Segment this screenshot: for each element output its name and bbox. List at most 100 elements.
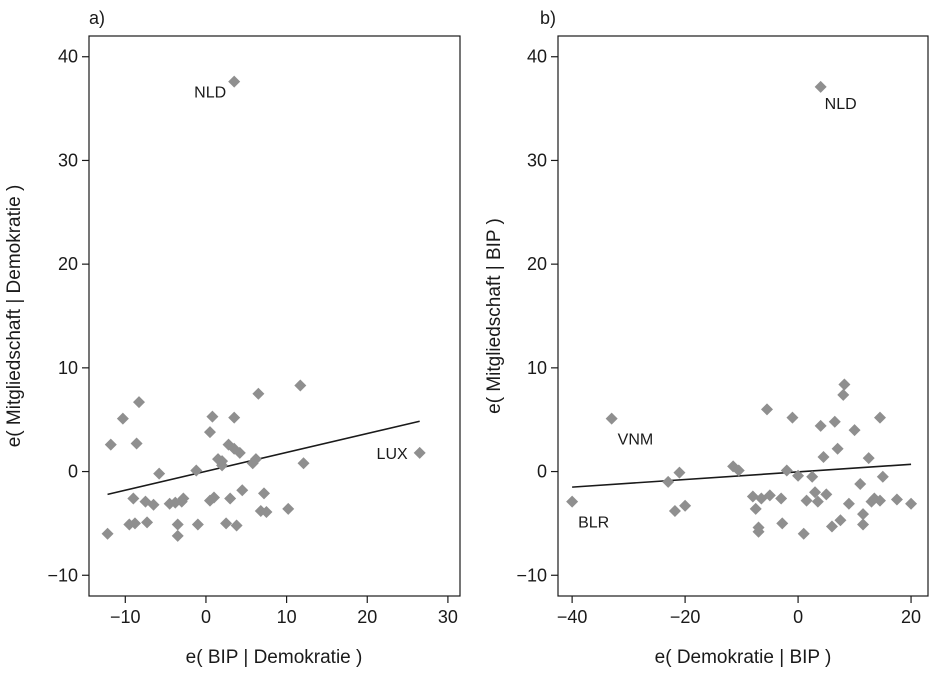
data-point: [141, 516, 154, 529]
x-tick-label: −20: [670, 607, 701, 627]
panel-b-marks: [566, 80, 918, 540]
data-point: [190, 464, 203, 477]
data-point: [147, 498, 160, 511]
fit-line: [572, 463, 912, 488]
data-point: [413, 446, 426, 459]
data-point: [873, 494, 886, 507]
data-point: [862, 452, 875, 465]
panel-b-ylabel: e( Mitgliedschaft | BIP ): [484, 218, 505, 414]
data-point: [220, 517, 233, 530]
data-point: [297, 457, 310, 470]
data-point: [171, 529, 184, 542]
data-point: [230, 519, 243, 532]
point-annotation: BLR: [578, 515, 609, 532]
data-point: [224, 492, 237, 505]
y-tick-label: 0: [537, 462, 547, 482]
data-point: [746, 490, 759, 503]
data-point: [806, 470, 819, 483]
x-tick-label: 10: [277, 607, 297, 627]
point-annotation: VNM: [618, 432, 654, 449]
data-point: [294, 379, 307, 392]
panel-b: b) e( Demokratie | BIP ) e( Mitgliedscha…: [484, 8, 929, 668]
data-point: [792, 469, 805, 482]
data-point: [101, 527, 114, 540]
data-point: [177, 492, 190, 505]
data-point: [153, 467, 166, 480]
panel-b-frame: [557, 35, 929, 597]
data-point: [809, 486, 822, 499]
panel-b-label: b): [540, 8, 556, 28]
data-point: [834, 514, 847, 527]
data-point: [786, 411, 799, 424]
data-point: [800, 494, 813, 507]
y-tick-label: 10: [527, 358, 547, 378]
data-point: [282, 502, 295, 515]
data-point: [842, 497, 855, 510]
data-point: [820, 488, 833, 501]
data-point: [828, 415, 841, 428]
x-tick-label: 0: [201, 607, 211, 627]
data-point: [233, 446, 246, 459]
data-point: [116, 412, 129, 425]
panel-a-annotations: NLD LUX: [194, 85, 408, 463]
data-point: [854, 478, 867, 490]
data-point: [249, 453, 262, 466]
data-point: [258, 487, 271, 500]
data-point: [673, 466, 686, 479]
data-point: [814, 419, 827, 432]
data-point: [128, 517, 141, 530]
data-point: [825, 520, 838, 533]
data-point: [814, 80, 827, 93]
data-point: [171, 518, 184, 531]
data-point: [837, 388, 850, 401]
panel-b-xlabel: e( Demokratie | BIP ): [655, 647, 832, 668]
data-point: [605, 412, 618, 425]
data-point: [203, 426, 216, 439]
data-point: [848, 424, 861, 437]
panel-b-ticks: −40 −20 0 20 −10 0 10 20 30 40: [516, 47, 921, 627]
data-point: [127, 492, 140, 505]
panel-b-annotations: NLD VNM BLR: [578, 96, 857, 532]
x-tick-label: −10: [110, 607, 141, 627]
data-point: [732, 464, 745, 477]
data-point: [857, 518, 870, 531]
data-point: [838, 378, 851, 391]
data-point: [890, 493, 903, 506]
data-point: [228, 75, 241, 88]
data-point: [191, 518, 204, 531]
y-tick-label: 0: [68, 462, 78, 482]
data-point: [668, 504, 681, 517]
data-point: [104, 438, 117, 451]
point-annotation: NLD: [194, 85, 226, 102]
data-point: [763, 489, 776, 502]
panel-a-frame: [88, 35, 461, 597]
point-annotation: NLD: [825, 96, 857, 113]
data-point: [679, 499, 692, 512]
data-point: [831, 442, 844, 455]
panel-a-ylabel: e( Mitgliedschaft | Demokratie ): [4, 185, 25, 448]
data-point: [662, 475, 675, 488]
data-point: [208, 491, 221, 504]
data-point: [749, 502, 762, 515]
panel-a-xlabel: e( BIP | Demokratie ): [186, 647, 363, 668]
data-point: [761, 403, 774, 416]
panel-a-marks: [101, 75, 426, 542]
data-point: [811, 495, 824, 508]
data-point: [216, 455, 229, 468]
data-point: [857, 508, 870, 521]
data-point: [133, 396, 146, 409]
data-point: [776, 517, 789, 530]
data-point: [236, 484, 249, 497]
y-tick-label: 30: [58, 150, 78, 170]
y-tick-label: 30: [527, 150, 547, 170]
y-tick-label: 40: [58, 47, 78, 67]
y-tick-label: −10: [47, 565, 78, 585]
point-annotation: LUX: [377, 446, 408, 463]
y-tick-label: −10: [516, 565, 547, 585]
data-point: [252, 387, 265, 400]
data-point: [206, 410, 219, 423]
data-point: [775, 492, 788, 505]
data-point: [797, 527, 810, 540]
x-tick-label: 20: [357, 607, 377, 627]
